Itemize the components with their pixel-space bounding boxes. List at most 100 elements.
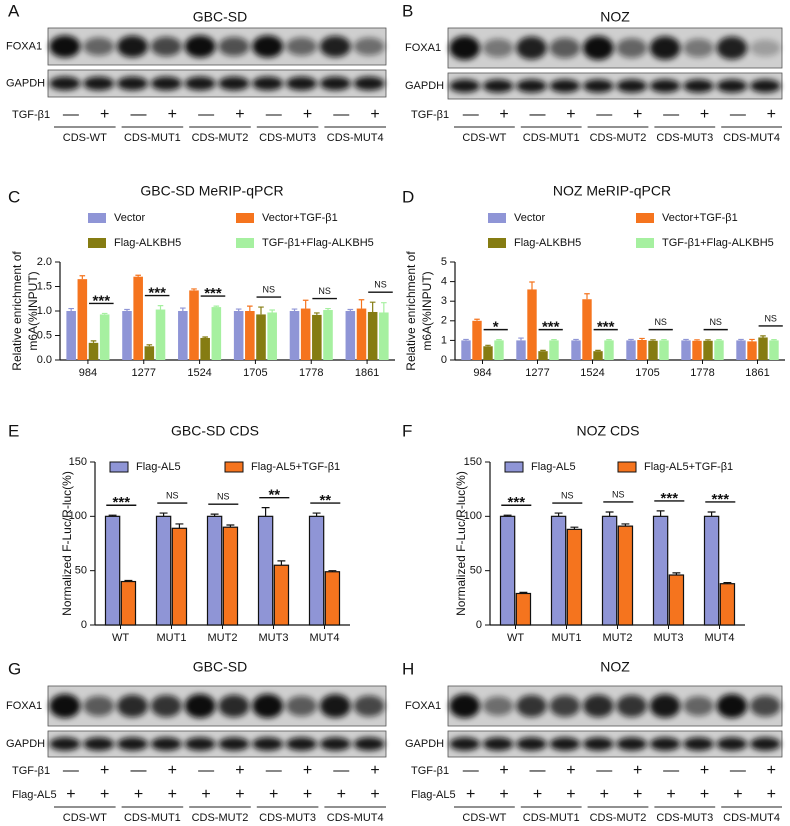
- blot-band: [683, 696, 714, 716]
- bar: [104, 515, 121, 626]
- x-tick-label: MUT4: [705, 632, 735, 644]
- treatment-sign: +: [733, 786, 742, 803]
- treatment-sign: +: [633, 762, 642, 779]
- panel-letter: E: [8, 421, 19, 440]
- treatment-sign: —: [730, 106, 746, 123]
- bar: [681, 340, 691, 360]
- blot-title: GBC-SD: [193, 659, 247, 675]
- group-label: CDS-MUT3: [259, 812, 316, 824]
- legend-label: TGF-β1+Flag-ALKBH5: [662, 237, 774, 249]
- x-tick-label: 1277: [525, 367, 549, 379]
- bar: [637, 340, 647, 360]
- legend-label: Flag-AL5+TGF-β1: [644, 461, 733, 473]
- bar: [356, 308, 367, 360]
- bar: [719, 583, 736, 626]
- bar: [617, 525, 634, 626]
- bar: [245, 311, 255, 360]
- y-axis-label: Normalized F-Luc/R-luc(%): [454, 471, 468, 616]
- treatment-label: Flag-AL5: [12, 789, 57, 801]
- treatment-sign: +: [700, 786, 709, 803]
- significance-label: ***: [93, 292, 111, 309]
- significance-label: ***: [113, 494, 131, 511]
- y-tick-label: 100: [69, 510, 87, 522]
- legend-label: Flag-AL5+TGF-β1: [251, 461, 340, 473]
- error-bar: [124, 579, 133, 582]
- chart-title: GBC-SD CDS: [171, 423, 259, 439]
- significance-label: NS: [612, 489, 625, 499]
- group-label: CDS-MUT2: [590, 812, 647, 824]
- bar: [550, 515, 567, 626]
- treatment-sign: —: [266, 106, 282, 123]
- y-axis-label: Normalized F-Luc/R-luc(%): [60, 471, 74, 616]
- error-bar: [261, 507, 270, 517]
- legend-label: Vector: [114, 212, 146, 224]
- error-bar: [584, 293, 590, 300]
- significance-label: NS: [166, 490, 179, 500]
- blot-band: [549, 79, 581, 93]
- significance-label: NS: [217, 492, 230, 502]
- error-bar: [90, 340, 97, 343]
- treatment-sign: +: [235, 106, 244, 123]
- bar: [549, 340, 559, 360]
- bar: [499, 515, 516, 626]
- x-tick-label: MUT1: [157, 632, 187, 644]
- error-bar: [210, 513, 219, 517]
- group-label: CDS-MUT4: [723, 812, 780, 824]
- blot-band: [449, 694, 481, 718]
- blot-band: [116, 35, 149, 58]
- treatment-sign: —: [596, 106, 612, 123]
- blot-band: [683, 38, 714, 58]
- treatment-sign: —: [198, 106, 214, 123]
- error-bar: [381, 302, 387, 313]
- bar: [211, 307, 222, 360]
- error-bar: [269, 309, 275, 313]
- blot-band: [252, 694, 284, 718]
- treatment-sign: —: [530, 762, 546, 779]
- bar: [300, 308, 311, 360]
- significance-label: **: [319, 492, 331, 509]
- blot-band: [482, 696, 514, 716]
- error-bar: [79, 275, 86, 280]
- blot-band: [150, 76, 182, 91]
- blot-band: [150, 737, 182, 751]
- error-bar: [650, 339, 656, 341]
- error-bar: [108, 514, 117, 517]
- significance-label: *: [493, 319, 499, 336]
- bar: [566, 528, 583, 626]
- blot-band: [218, 737, 250, 751]
- blot-band: [49, 737, 81, 751]
- error-bar: [656, 510, 665, 517]
- blot-band: [218, 76, 250, 91]
- bar: [233, 311, 244, 360]
- bar: [626, 340, 636, 360]
- blot-band: [116, 76, 149, 91]
- treatment-sign: +: [235, 786, 244, 803]
- error-bar: [723, 582, 732, 584]
- bar: [604, 340, 614, 360]
- treatment-label: TGF-β1: [12, 765, 50, 777]
- legend-label: Flag-AL5: [136, 461, 181, 473]
- error-bar: [519, 591, 528, 594]
- bar: [472, 320, 482, 360]
- y-tick-label: 0: [441, 354, 447, 366]
- bar: [88, 342, 99, 360]
- blot-band: [49, 76, 81, 91]
- legend-swatch: [236, 213, 254, 223]
- treatment-sign: +: [566, 106, 575, 123]
- y-tick-label: 100: [464, 510, 482, 522]
- y-tick-label: 5: [441, 256, 447, 268]
- error-bar: [358, 299, 365, 309]
- panel-letter: G: [8, 659, 21, 678]
- y-axis-label: Relative enrichment of: [10, 251, 24, 371]
- bar: [144, 346, 155, 360]
- y-tick-label: 0: [81, 619, 87, 631]
- blot-band: [218, 36, 250, 57]
- blot-band: [150, 694, 182, 718]
- treatment-sign: +: [633, 106, 642, 123]
- bar: [120, 580, 137, 626]
- bar: [200, 337, 210, 360]
- x-tick-label: 984: [79, 367, 97, 379]
- blot-band: [683, 737, 714, 751]
- treatment-sign: —: [730, 762, 746, 779]
- legend-swatch: [88, 213, 106, 223]
